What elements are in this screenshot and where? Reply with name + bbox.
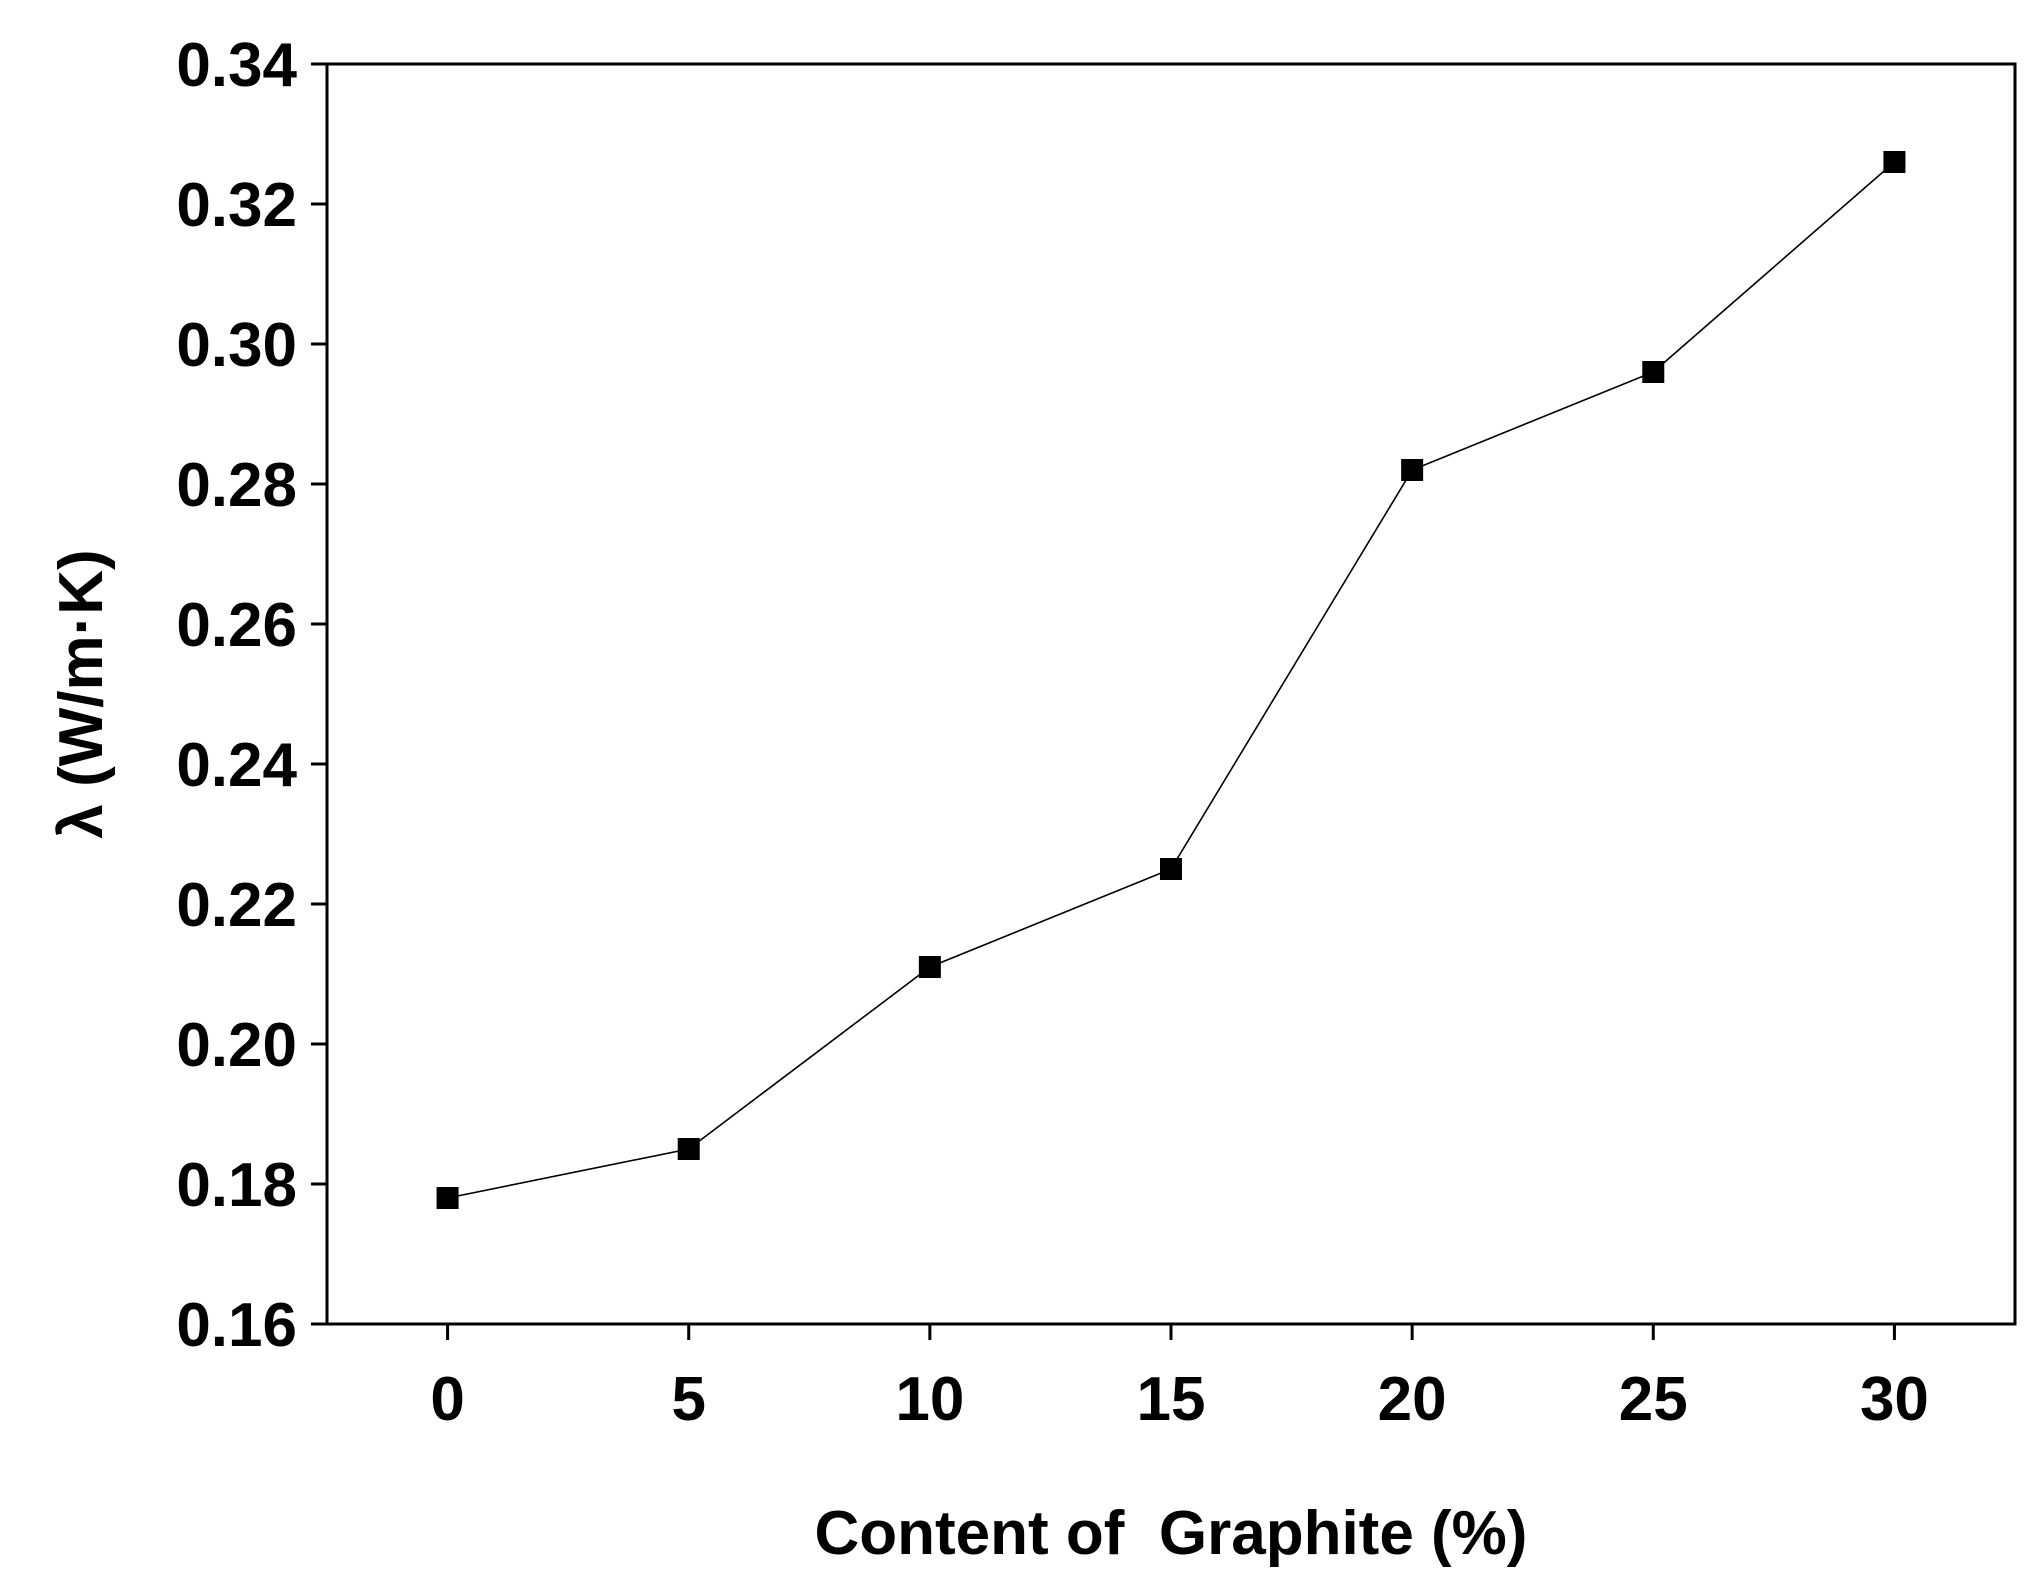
y-tick-label: 0.16 — [176, 1291, 297, 1360]
y-tick-label: 0.22 — [176, 871, 297, 940]
y-axis-ticks: 0.16 0.18 0.20 0.22 0.24 0.26 0.28 0.30 0.32 0.34 — [176, 31, 327, 1360]
y-tick-label: 0.24 — [176, 731, 297, 800]
x-tick-label: 0 — [430, 1365, 464, 1434]
x-tick-label: 25 — [1619, 1365, 1688, 1434]
data-point-marker — [677, 1138, 700, 1160]
x-tick-label: 15 — [1137, 1365, 1206, 1434]
data-point-marker — [1401, 459, 1424, 481]
y-tick-label: 0.30 — [176, 311, 297, 380]
data-series — [436, 151, 1906, 1209]
x-tick-label: 5 — [671, 1365, 705, 1434]
x-tick-label: 10 — [895, 1365, 964, 1434]
x-axis-title: Content of Graphite (%) — [815, 1499, 1528, 1568]
y-tick-label: 0.32 — [176, 171, 297, 240]
series-line — [447, 161, 1895, 1199]
data-point-marker — [436, 1187, 459, 1209]
plot-frame — [325, 62, 2017, 1326]
data-point-marker — [1160, 858, 1182, 880]
x-tick-label: 20 — [1378, 1365, 1447, 1434]
y-tick-label: 0.20 — [176, 1011, 297, 1080]
y-tick-label: 0.28 — [176, 451, 297, 520]
data-point-marker — [918, 956, 941, 978]
y-axis-title: λ (W/m·K) — [47, 549, 116, 838]
x-axis-ticks: 0 5 10 15 20 25 30 — [430, 1324, 1929, 1434]
x-tick-label: 30 — [1860, 1365, 1929, 1434]
y-tick-label: 0.18 — [176, 1151, 297, 1220]
data-point-marker — [1642, 361, 1665, 383]
y-tick-label: 0.34 — [176, 31, 297, 100]
data-point-marker — [1883, 151, 1906, 173]
y-tick-label: 0.26 — [176, 591, 297, 660]
